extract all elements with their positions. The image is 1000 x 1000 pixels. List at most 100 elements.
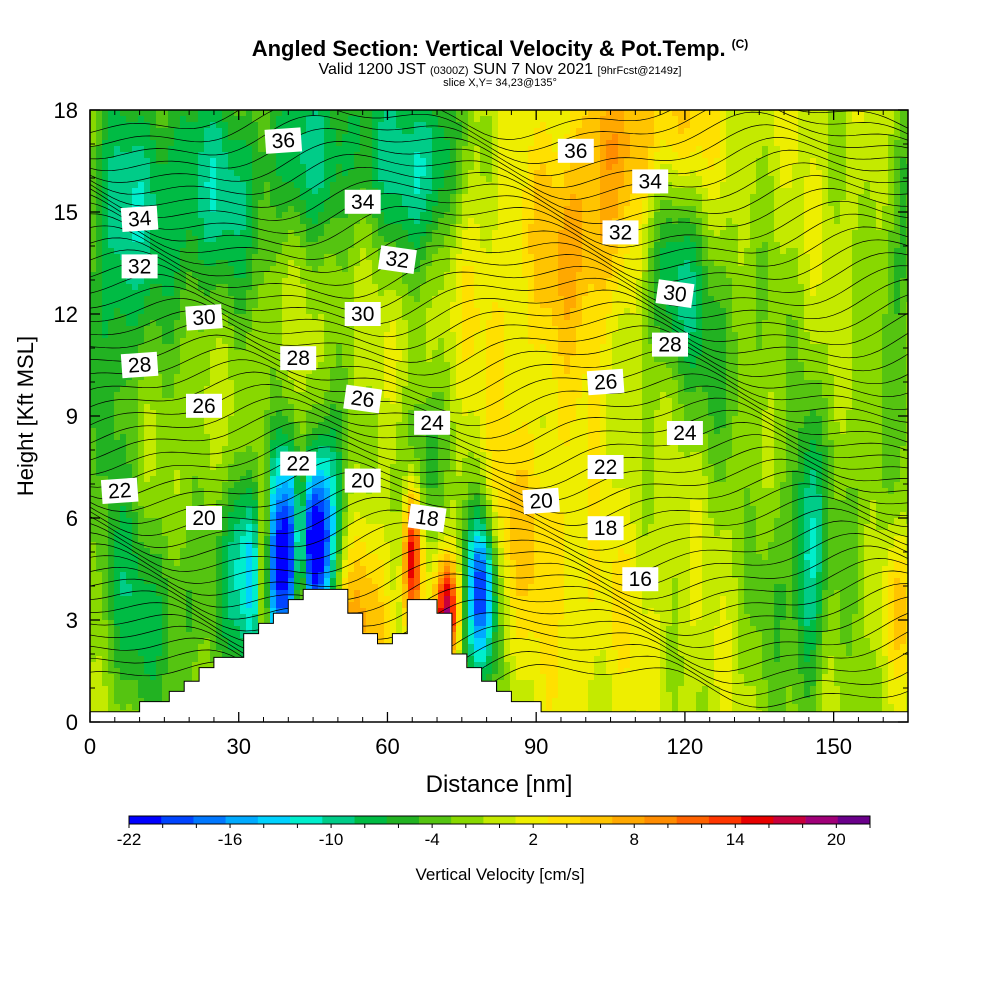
velocity-cell (540, 188, 547, 195)
velocity-cell (420, 242, 427, 249)
velocity-cell (246, 242, 253, 249)
velocity-cell (564, 254, 571, 261)
velocity-cell (474, 116, 481, 123)
velocity-cell (102, 182, 109, 189)
velocity-cell (906, 176, 908, 183)
velocity-cell (510, 206, 517, 213)
velocity-cell (126, 194, 133, 201)
velocity-cell (732, 200, 739, 207)
velocity-cell (360, 236, 367, 243)
velocity-cell (378, 188, 385, 195)
velocity-cell (258, 320, 265, 327)
velocity-cell (678, 260, 685, 267)
velocity-cell (264, 254, 271, 261)
velocity-cell (816, 110, 823, 117)
velocity-cell (498, 302, 505, 309)
velocity-cell (258, 290, 265, 297)
velocity-cell (396, 272, 403, 279)
velocity-cell (186, 242, 193, 249)
velocity-cell (642, 110, 649, 117)
velocity-cell (882, 224, 889, 231)
velocity-cell (372, 242, 379, 249)
velocity-cell (852, 224, 859, 231)
velocity-cell (162, 188, 169, 195)
velocity-cell (276, 170, 283, 177)
velocity-cell (528, 110, 535, 117)
velocity-cell (528, 200, 535, 207)
velocity-cell (390, 164, 397, 171)
velocity-cell (282, 116, 289, 123)
velocity-cell (270, 110, 277, 117)
velocity-cell (636, 302, 643, 309)
velocity-cell (720, 260, 727, 267)
velocity-cell (870, 140, 877, 147)
velocity-cell (270, 248, 277, 255)
velocity-cell (210, 236, 217, 243)
velocity-cell (300, 326, 307, 333)
velocity-cell (846, 212, 853, 219)
velocity-cell (222, 260, 229, 267)
velocity-cell (330, 146, 337, 153)
velocity-cell (516, 110, 523, 117)
velocity-cell (870, 146, 877, 153)
velocity-cell (246, 224, 253, 231)
velocity-cell (228, 122, 235, 129)
velocity-cell (774, 110, 781, 117)
velocity-cell (678, 128, 685, 135)
velocity-cell (690, 290, 697, 297)
velocity-cell (474, 110, 481, 117)
velocity-cell (234, 218, 241, 225)
velocity-cell (414, 326, 421, 333)
velocity-cell (222, 290, 229, 297)
velocity-cell (624, 272, 631, 279)
velocity-cell (408, 290, 415, 297)
velocity-cell (828, 206, 835, 213)
velocity-cell (720, 188, 727, 195)
velocity-cell (378, 128, 385, 135)
velocity-cell (234, 290, 241, 297)
velocity-cell (744, 320, 751, 327)
velocity-cell (882, 278, 889, 285)
velocity-cell (444, 254, 451, 261)
velocity-cell (288, 176, 295, 183)
velocity-cell (270, 170, 277, 177)
velocity-cell (672, 164, 679, 171)
velocity-cell (114, 308, 121, 315)
velocity-cell (432, 272, 439, 279)
velocity-cell (540, 302, 547, 309)
velocity-cell (894, 140, 901, 147)
velocity-cell (804, 164, 811, 171)
velocity-cell (696, 302, 703, 309)
velocity-cell (558, 200, 565, 207)
velocity-cell (294, 272, 301, 279)
velocity-cell (552, 272, 559, 279)
velocity-cell (756, 314, 763, 321)
velocity-cell (156, 140, 163, 147)
velocity-cell (510, 278, 517, 285)
velocity-cell (294, 236, 301, 243)
velocity-cell (396, 206, 403, 213)
velocity-cell (780, 146, 787, 153)
velocity-cell (486, 134, 493, 141)
velocity-cell (582, 284, 589, 291)
velocity-cell (900, 200, 907, 207)
velocity-cell (102, 176, 109, 183)
velocity-cell (804, 200, 811, 207)
velocity-cell (906, 272, 908, 279)
velocity-cell (216, 152, 223, 159)
velocity-cell (540, 308, 547, 315)
velocity-cell (420, 212, 427, 219)
velocity-cell (270, 254, 277, 261)
velocity-cell (600, 242, 607, 249)
velocity-cell (744, 110, 751, 117)
velocity-cell (690, 116, 697, 123)
velocity-cell (870, 320, 877, 327)
velocity-cell (690, 170, 697, 177)
velocity-cell (252, 212, 259, 219)
velocity-cell (114, 326, 121, 333)
velocity-cell (684, 188, 691, 195)
velocity-cell (738, 320, 745, 327)
velocity-cell (336, 272, 343, 279)
velocity-cell (618, 170, 625, 177)
velocity-cell (852, 110, 859, 117)
